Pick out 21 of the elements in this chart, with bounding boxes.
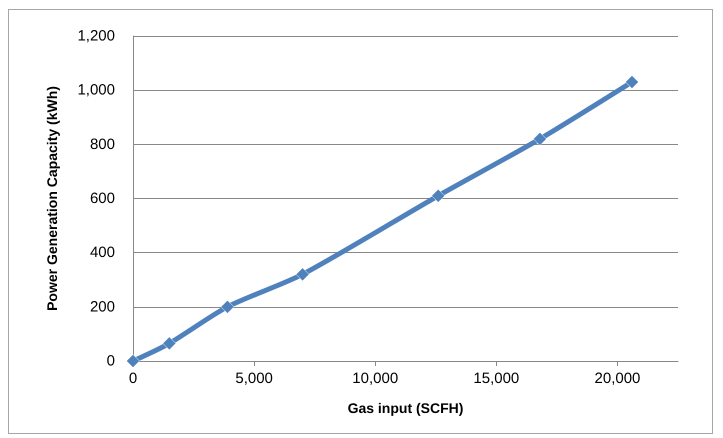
point xyxy=(533,132,547,146)
point xyxy=(162,336,176,350)
x-tick-label: 5,000 xyxy=(235,370,273,387)
y-tick-label: 1,000 xyxy=(77,82,115,99)
x-tick-label: 0 xyxy=(128,370,138,387)
y-tick-label: 0 xyxy=(106,352,115,370)
y-axis-title: Power Generation Capacity (kWh) xyxy=(44,86,60,311)
y-tick-label: 600 xyxy=(90,190,115,207)
point xyxy=(126,354,140,368)
y-tick-label: 200 xyxy=(90,298,115,316)
x-tick-label: 20,000 xyxy=(594,370,640,387)
point xyxy=(625,75,639,89)
point xyxy=(220,300,234,314)
x-tick-label: 15,000 xyxy=(473,370,520,387)
x-tick-label: 10,000 xyxy=(352,370,398,387)
y-tick-label: 800 xyxy=(90,136,115,153)
y-tick-label: 400 xyxy=(90,244,115,262)
x-axis-title: Gas input (SCFH) xyxy=(348,400,464,416)
point xyxy=(431,189,445,203)
point xyxy=(296,268,310,282)
y-tick-label: 1,200 xyxy=(77,28,115,44)
